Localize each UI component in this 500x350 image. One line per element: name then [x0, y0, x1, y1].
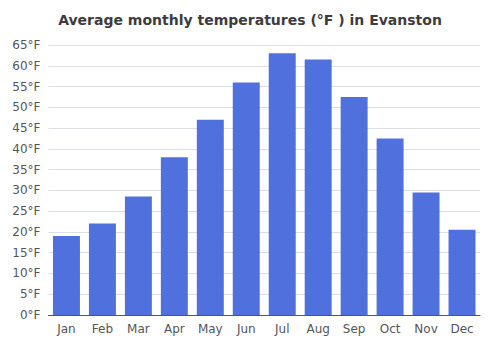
svg-text:Mar: Mar: [127, 322, 150, 336]
svg-text:Oct: Oct: [380, 322, 401, 336]
svg-text:0°F: 0°F: [20, 308, 41, 322]
svg-text:May: May: [198, 322, 223, 336]
svg-text:Nov: Nov: [414, 322, 437, 336]
svg-text:20°F: 20°F: [12, 225, 40, 239]
svg-text:Jun: Jun: [236, 322, 256, 336]
svg-text:40°F: 40°F: [12, 142, 40, 156]
svg-text:50°F: 50°F: [12, 100, 40, 114]
svg-text:35°F: 35°F: [12, 163, 40, 177]
svg-text:5°F: 5°F: [20, 287, 41, 301]
svg-text:Aug: Aug: [306, 322, 329, 336]
svg-text:10°F: 10°F: [12, 266, 40, 280]
svg-text:Sep: Sep: [343, 322, 366, 336]
svg-text:15°F: 15°F: [12, 246, 40, 260]
svg-text:25°F: 25°F: [12, 204, 40, 218]
svg-text:Feb: Feb: [92, 322, 113, 336]
svg-text:45°F: 45°F: [12, 121, 40, 135]
svg-text:Dec: Dec: [450, 322, 473, 336]
svg-text:Jan: Jan: [56, 322, 76, 336]
svg-text:Apr: Apr: [164, 322, 185, 336]
svg-text:Average monthly temperatures (: Average monthly temperatures (°F ) in Ev…: [58, 12, 442, 28]
svg-text:30°F: 30°F: [12, 183, 40, 197]
svg-text:65°F: 65°F: [12, 38, 40, 52]
svg-text:55°F: 55°F: [12, 80, 40, 94]
svg-text:60°F: 60°F: [12, 59, 40, 73]
svg-text:Jul: Jul: [274, 322, 289, 336]
